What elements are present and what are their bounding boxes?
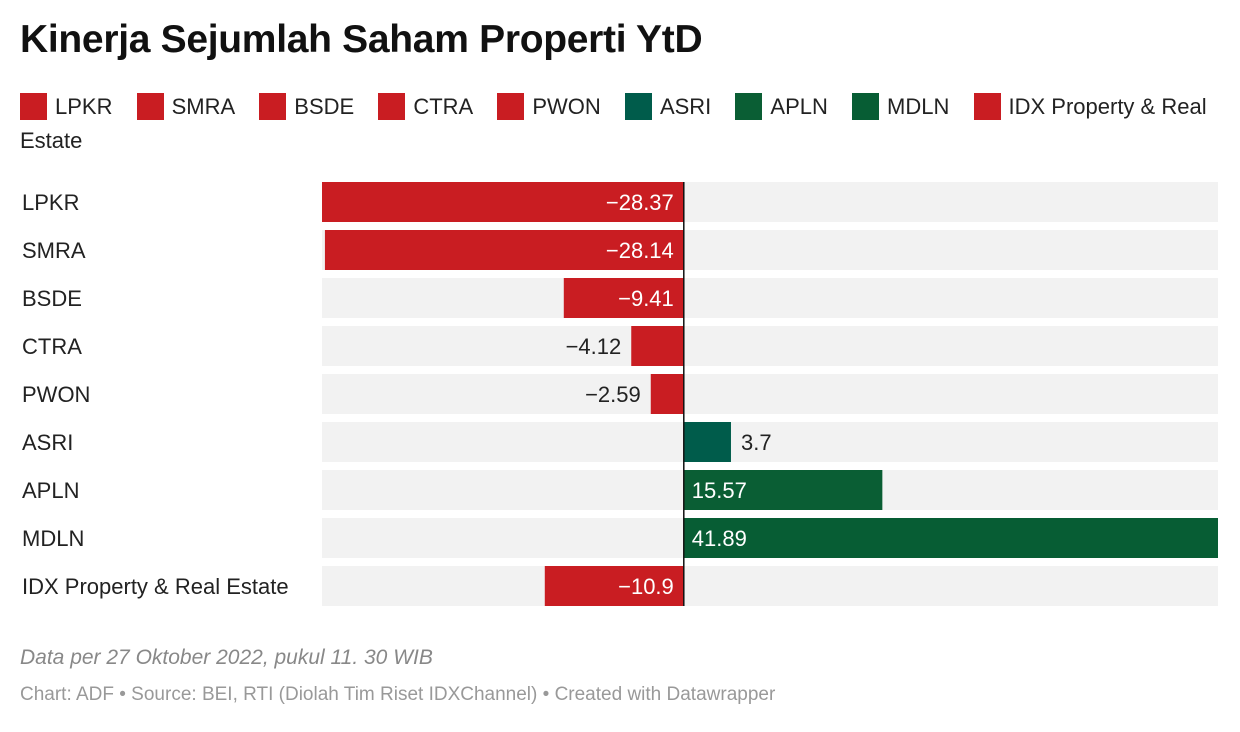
legend-item: LPKR xyxy=(20,93,113,120)
legend-label: IDX Property & Real Estate xyxy=(20,94,1207,153)
legend-swatch xyxy=(973,93,1001,120)
bar xyxy=(683,470,883,510)
category-label: IDX Property & Real Estate xyxy=(22,574,289,599)
legend-label: PWON xyxy=(532,94,601,119)
category-label: APLN xyxy=(22,478,79,503)
bar xyxy=(563,278,684,318)
legend-label: SMRA xyxy=(171,94,236,119)
value-label: 15.57 xyxy=(692,478,747,503)
legend-item: IDX Property & Real Estate xyxy=(20,93,1207,153)
chart-title: Kinerja Sejumlah Saham Properti YtD xyxy=(20,18,703,61)
legend-item: CTRA xyxy=(378,93,474,120)
category-label: BSDE xyxy=(22,286,82,311)
category-label: SMRA xyxy=(22,238,86,263)
row-band xyxy=(322,278,1218,318)
bar xyxy=(544,566,684,606)
legend-item: BSDE xyxy=(259,93,355,120)
category-label: ASRI xyxy=(22,430,73,455)
value-label: −9.41 xyxy=(618,286,674,311)
legend-item: ASRI xyxy=(624,93,712,120)
bar xyxy=(650,374,684,414)
legend-label: ASRI xyxy=(659,94,712,119)
value-label: −10.9 xyxy=(618,574,674,599)
legend-swatch xyxy=(735,93,763,120)
legend-swatch xyxy=(136,93,164,120)
category-label: MDLN xyxy=(22,526,84,551)
value-label: −4.12 xyxy=(566,334,622,359)
legend-swatch xyxy=(497,93,525,120)
legend-item: MDLN xyxy=(852,93,950,120)
row-band xyxy=(322,566,1218,606)
legend-swatch xyxy=(852,93,880,120)
legend-swatch xyxy=(378,93,406,120)
bar xyxy=(631,326,684,366)
category-label: LPKR xyxy=(22,190,79,215)
legend-swatch xyxy=(20,93,47,120)
chart-legend: LPKR SMRA BSDE CTRA PWON ASRI APLN MDLN … xyxy=(20,90,1220,158)
legend-label: LPKR xyxy=(55,94,113,119)
value-label: 3.7 xyxy=(741,430,772,455)
bar xyxy=(683,518,1218,558)
bar-chart: LPKR −28.37 SMRA −28.14 BSDE −9.41 CTRA −4.12 PW… xyxy=(22,182,1218,606)
legend-swatch xyxy=(259,93,287,120)
row-band xyxy=(322,374,1218,414)
legend-label: APLN xyxy=(770,94,828,119)
value-label: −28.37 xyxy=(606,190,674,215)
legend-label: MDLN xyxy=(887,94,950,119)
bar xyxy=(322,182,684,222)
legend-label: CTRA xyxy=(413,94,474,119)
value-label: 41.89 xyxy=(692,526,747,551)
chart-footer: Chart: ADF • Source: BEI, RTI (Diolah Ti… xyxy=(20,684,776,705)
bar xyxy=(324,230,684,270)
legend-item: APLN xyxy=(735,93,828,120)
category-label: PWON xyxy=(22,382,90,407)
bar xyxy=(683,422,731,462)
legend-label: BSDE xyxy=(294,94,355,119)
value-label: −2.59 xyxy=(585,382,641,407)
chart-notes: Data per 27 Oktober 2022, pukul 11. 30 W… xyxy=(20,646,433,669)
category-label: CTRA xyxy=(22,334,82,359)
legend-item: SMRA xyxy=(136,93,236,120)
legend-item: PWON xyxy=(497,93,601,120)
value-label: −28.14 xyxy=(606,238,674,263)
legend-swatch xyxy=(624,93,652,120)
row-band xyxy=(322,422,1218,462)
row-band xyxy=(322,326,1218,366)
